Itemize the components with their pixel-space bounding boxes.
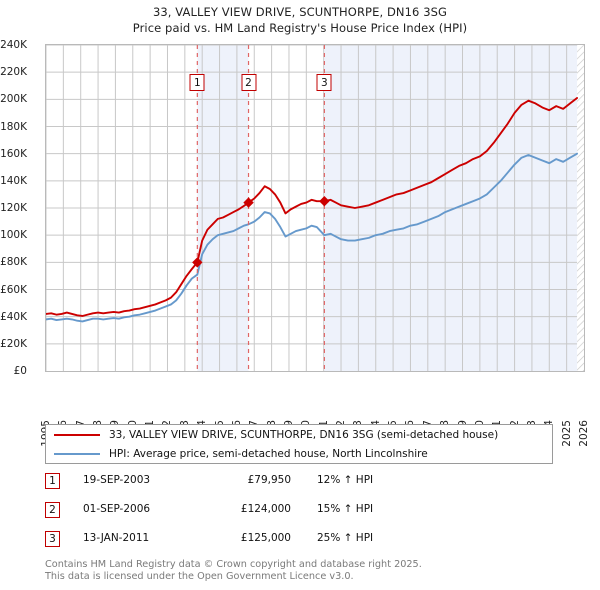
y-axis-tick-label: £0 (13, 365, 27, 377)
transaction-date-2: 01-SEP-2006 (83, 503, 151, 515)
legend-label-hpi: HPI: Average price, semi-detached house,… (109, 447, 428, 460)
chart-marker-1: 1 (189, 74, 205, 91)
title-line-1: 33, VALLEY VIEW DRIVE, SCUNTHORPE, DN16 … (152, 5, 448, 19)
chart-marker-2: 2 (241, 74, 257, 91)
transaction-date-1: 19-SEP-2003 (83, 474, 151, 486)
y-axis-tick-label: £60K (0, 283, 27, 296)
y-axis-tick-label: £80K (0, 256, 27, 269)
page-title: 33, VALLEY VIEW DRIVE, SCUNTHORPE, DN16 … (0, 4, 600, 36)
table-row: 1 19-SEP-2003 £79,950 12% ↑ HPI (45, 472, 465, 501)
legend-label-price-paid: 33, VALLEY VIEW DRIVE, SCUNTHORPE, DN16 … (109, 428, 499, 441)
y-axis-tick-label: £40K (0, 310, 27, 323)
transaction-price-2: £124,000 (240, 503, 291, 515)
transaction-badge-3: 3 (45, 531, 60, 547)
y-axis-tick-label: £100K (0, 229, 27, 242)
transactions-table: 1 19-SEP-2003 £79,950 12% ↑ HPI 2 01-SEP… (45, 472, 465, 559)
legend-item-price-paid: 33, VALLEY VIEW DRIVE, SCUNTHORPE, DN16 … (46, 425, 552, 444)
transaction-price-3: £125,000 (240, 532, 291, 544)
transaction-badge-1: 1 (45, 473, 60, 489)
x-axis-tick-label: 2026 (578, 420, 590, 447)
x-axis-tick-label: 2025 (560, 420, 573, 447)
y-axis-tick-label: £160K (0, 147, 27, 160)
footer-attribution: Contains HM Land Registry data © Crown c… (45, 559, 565, 582)
title-line-2: Price paid vs. HM Land Registry's House … (132, 21, 468, 35)
transaction-hpi-2: 15% ↑ HPI (317, 503, 374, 515)
y-axis-tick-label: £140K (0, 174, 27, 187)
legend-swatch-price-paid (54, 433, 100, 436)
y-axis-tick-label: £180K (0, 120, 27, 133)
chart-plot-area (45, 44, 585, 372)
price-chart: £0 £20K £40K £60K £80K £100K £120K £140K £160K £1… (0, 39, 590, 447)
chart-svg (46, 45, 584, 371)
y-axis-tick-label: £240K (0, 39, 27, 51)
transaction-badge-2: 2 (45, 502, 60, 518)
transaction-price-1: £79,950 (247, 474, 291, 486)
legend-item-hpi: HPI: Average price, semi-detached house,… (46, 444, 552, 463)
chart-legend: 33, VALLEY VIEW DRIVE, SCUNTHORPE, DN16 … (45, 424, 553, 464)
footer-line-2: This data is licensed under the Open Gov… (45, 570, 354, 582)
chart-marker-3: 3 (316, 74, 332, 91)
transaction-hpi-3: 25% ↑ HPI (317, 532, 374, 544)
y-axis-tick-label: £200K (0, 93, 27, 106)
transaction-hpi-1: 12% ↑ HPI (317, 474, 374, 486)
legend-swatch-hpi (54, 452, 100, 455)
y-axis-tick-label: £220K (0, 66, 27, 79)
table-row: 3 13-JAN-2011 £125,000 25% ↑ HPI (45, 530, 465, 559)
footer-line-1: Contains HM Land Registry data © Crown c… (45, 559, 422, 570)
y-axis-tick-label: £120K (0, 202, 27, 214)
transaction-date-3: 13-JAN-2011 (83, 532, 150, 544)
table-row: 2 01-SEP-2006 £124,000 15% ↑ HPI (45, 501, 465, 530)
y-axis-tick-label: £20K (0, 337, 27, 350)
